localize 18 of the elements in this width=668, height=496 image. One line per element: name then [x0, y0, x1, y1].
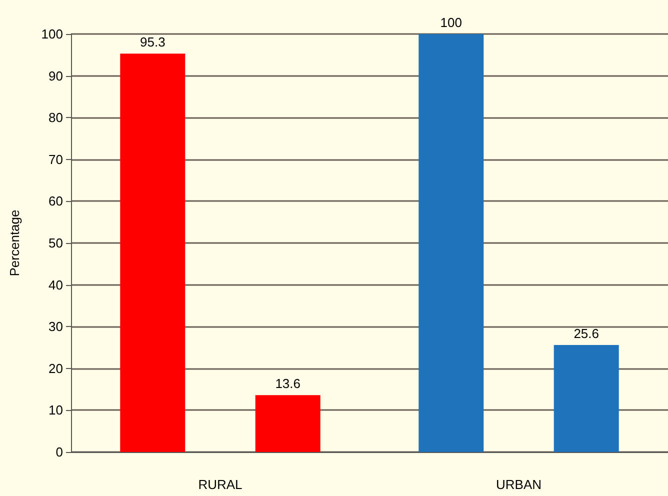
y-tick-label: 90: [48, 68, 63, 84]
y-tick-label: 40: [48, 277, 63, 292]
y-axis-title: Percentage: [7, 210, 22, 276]
data-label: 25.6: [574, 326, 600, 341]
data-label: 13.6: [275, 376, 301, 392]
y-tick-label: 60: [48, 194, 63, 209]
x-tick-label: RURAL: [198, 477, 242, 492]
data-label: 100: [440, 15, 462, 30]
y-tick-label: 50: [48, 236, 63, 250]
y-tick-label: 10: [48, 402, 63, 418]
y-tick-label: 0: [56, 444, 63, 460]
y-tick-label: 20: [48, 360, 63, 376]
y-tick-label: 80: [48, 110, 63, 126]
y-tick-label: 70: [48, 152, 63, 167]
x-tick-label: URBAN: [496, 477, 542, 492]
y-tick-label: 30: [48, 319, 63, 334]
y-tick-label: 100: [41, 26, 63, 42]
data-label: 95.3: [140, 34, 166, 50]
